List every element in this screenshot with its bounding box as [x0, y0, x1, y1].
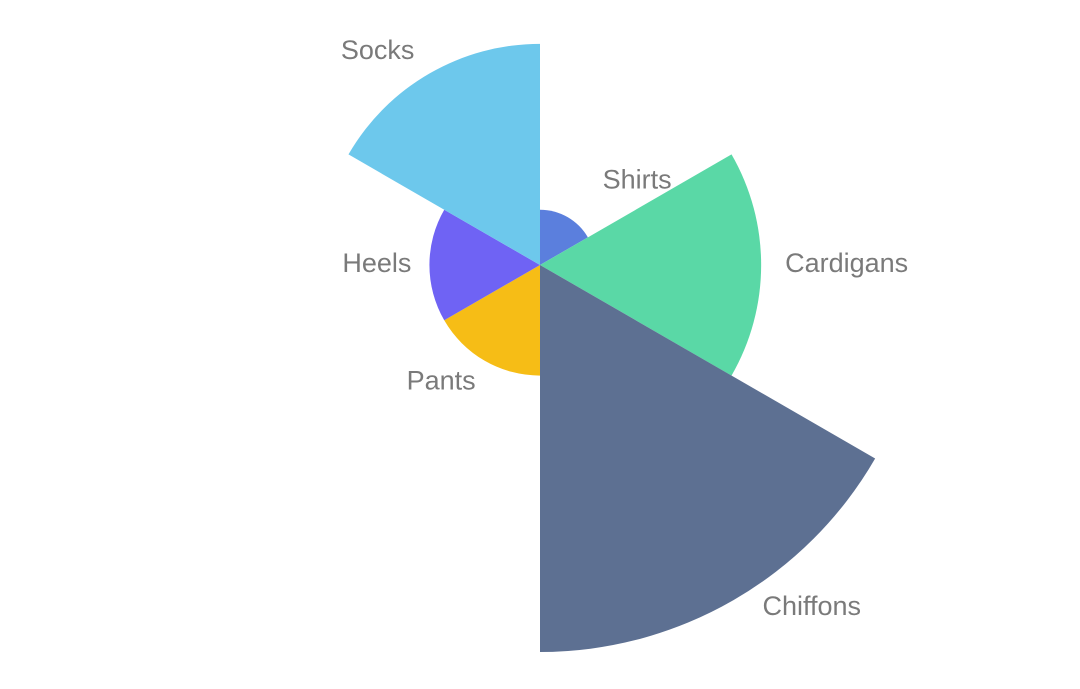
rose-slice-shirts[interactable] — [540, 209, 588, 265]
rose-slice-heels[interactable] — [429, 209, 540, 321]
rose-labels: Shirts Cardigans Chiffons Pants Heels Socks — [341, 35, 908, 621]
rose-label-shirts: Shirts — [603, 165, 672, 195]
rose-slice-chiffons[interactable] — [540, 265, 876, 652]
rose-label-chiffons: Chiffons — [763, 591, 862, 621]
rose-label-cardigans: Cardigans — [785, 248, 908, 278]
rose-slice-socks[interactable] — [348, 43, 540, 266]
rose-label-socks: Socks — [341, 35, 415, 65]
rose-slice-cardigans[interactable] — [540, 154, 762, 376]
rose-label-heels: Heels — [342, 248, 411, 278]
rose-slices — [348, 43, 876, 652]
rose-label-pants: Pants — [407, 365, 476, 395]
rose-slice-pants[interactable] — [444, 265, 540, 376]
